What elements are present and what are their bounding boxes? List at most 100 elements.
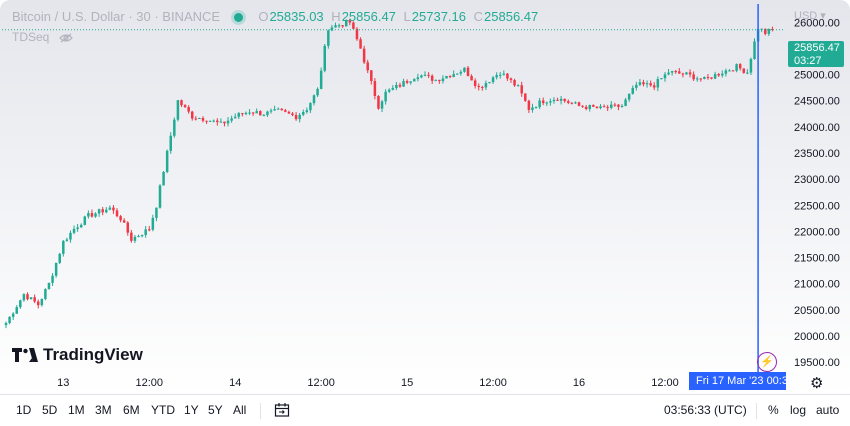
candle-body — [216, 120, 219, 123]
candle-body — [563, 98, 566, 102]
candle-body — [83, 216, 87, 225]
x-tick-label: 12:00 — [651, 377, 679, 389]
indicator-label[interactable]: TDSeq — [12, 30, 50, 44]
y-tick-label: 21500.00 — [794, 253, 840, 265]
candle-body — [402, 81, 405, 87]
candle-body — [36, 301, 40, 306]
candle-body — [706, 76, 710, 78]
range-button-ytd[interactable]: YTD — [151, 403, 175, 417]
candle-body — [280, 108, 284, 111]
candle-body — [391, 88, 395, 90]
currency-selector[interactable]: USD ▾ — [794, 10, 826, 22]
candle-body — [176, 100, 180, 120]
auto-scale-button[interactable]: auto — [816, 403, 840, 417]
range-button-6m[interactable]: 6M — [123, 403, 140, 417]
bar-countdown: 03:27 — [794, 55, 822, 67]
candle-body — [11, 313, 15, 317]
range-button-1y[interactable]: 1Y — [184, 403, 199, 417]
candle-body — [506, 73, 509, 79]
candle-body — [380, 101, 384, 109]
candle-body — [40, 298, 44, 306]
ohlc-values: O25835.03 H25856.47 L25737.16 C25856.47 — [254, 9, 538, 24]
range-button-3m[interactable]: 3M — [95, 403, 112, 417]
candle-body — [90, 213, 94, 217]
y-tick-label: 19500.00 — [794, 357, 840, 369]
y-tick-label: 22000.00 — [794, 226, 840, 238]
candle-body — [463, 67, 466, 72]
candle-body — [65, 239, 69, 241]
candle-body — [344, 20, 348, 27]
candle-body — [692, 74, 695, 80]
candle-body — [409, 81, 412, 83]
candle-body — [771, 28, 774, 30]
log-scale-button[interactable]: log — [790, 403, 807, 417]
last-price-value: 25856.47 — [794, 42, 840, 54]
range-button-1m[interactable]: 1M — [68, 403, 85, 417]
hidden-eye-icon[interactable] — [58, 33, 73, 43]
candle-body — [652, 85, 656, 88]
candle-body — [19, 300, 22, 308]
candle-body — [445, 75, 448, 79]
candle-body — [513, 80, 516, 86]
candle-body — [599, 106, 602, 109]
range-button-1d[interactable]: 1D — [16, 403, 32, 417]
candle-body — [534, 107, 538, 109]
candle-body — [173, 119, 176, 136]
candle-body — [660, 78, 663, 80]
last-price-tag: 25856.47 03:27 — [788, 41, 844, 67]
y-tick-label: 21000.00 — [794, 279, 840, 291]
range-button-5y[interactable]: 5Y — [208, 403, 223, 417]
candle-body — [76, 227, 79, 229]
high-key: H — [331, 9, 341, 24]
toolbar-divider — [756, 403, 757, 419]
candle-body — [441, 78, 445, 82]
calendar-goto-icon[interactable] — [274, 402, 290, 418]
low-key: L — [403, 9, 411, 24]
candle-body — [212, 120, 215, 122]
candle-body — [266, 111, 269, 116]
x-tick-label: 13 — [57, 377, 69, 389]
candle-body — [656, 79, 660, 88]
range-button-5d[interactable]: 5D — [42, 403, 58, 417]
candle-body — [434, 79, 438, 81]
candle-body — [323, 45, 326, 71]
candle-body — [155, 207, 158, 218]
candle-body — [638, 82, 642, 85]
candle-body — [51, 275, 54, 283]
currency-label[interactable]: USD — [794, 10, 818, 22]
symbol-label[interactable]: Bitcoin / U.S. Dollar · 30 · BINANCE — [12, 9, 221, 24]
tradingview-logo[interactable]: TradingView — [12, 345, 143, 365]
candle-body — [645, 83, 649, 85]
gear-icon[interactable]: ⚙ — [810, 375, 824, 392]
candle-body — [427, 74, 430, 76]
candle-body — [316, 88, 319, 96]
candle-body — [223, 121, 226, 124]
range-button-all[interactable]: All — [233, 403, 247, 417]
candle-body — [291, 113, 294, 116]
candle-body — [119, 216, 122, 221]
lightning-icon[interactable]: ⚡ — [757, 352, 777, 372]
candle-body — [370, 70, 373, 82]
indicator-legend[interactable]: TDSeq — [12, 30, 73, 44]
candle-body — [574, 102, 577, 104]
utc-clock[interactable]: 03:56:33 (UTC) — [664, 403, 747, 417]
candle-body — [635, 84, 638, 88]
candle-body — [298, 114, 301, 120]
candle-body — [309, 103, 312, 111]
candle-body — [226, 120, 230, 124]
candle-body — [524, 93, 527, 101]
candle-body — [112, 207, 115, 211]
candle-body — [319, 70, 323, 89]
candle-body — [567, 101, 570, 103]
candle-body — [663, 74, 667, 79]
candle-body — [151, 217, 155, 230]
candle-body — [330, 27, 334, 31]
y-tick-label: 20500.00 — [794, 305, 840, 317]
y-tick-label: 24000.00 — [794, 122, 840, 134]
candle-body — [251, 112, 255, 114]
candle-body — [502, 73, 506, 75]
price-chart[interactable]: 19500.00 20000.00 20500.00 21000.00 21500.00… — [0, 0, 850, 394]
candle-body — [126, 222, 130, 233]
candle-body — [244, 112, 248, 115]
percent-scale-button[interactable]: % — [768, 403, 779, 417]
